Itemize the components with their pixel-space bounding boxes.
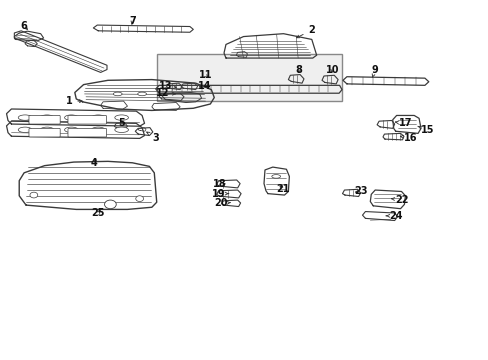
Text: 15: 15 <box>417 125 433 135</box>
Text: 21: 21 <box>275 184 289 194</box>
Text: 4: 4 <box>91 158 98 168</box>
FancyBboxPatch shape <box>68 129 106 137</box>
FancyBboxPatch shape <box>68 116 106 124</box>
Text: 23: 23 <box>353 186 366 197</box>
Circle shape <box>136 196 143 202</box>
Text: 1: 1 <box>65 96 82 106</box>
Ellipse shape <box>40 115 54 120</box>
Text: 22: 22 <box>391 195 407 205</box>
Ellipse shape <box>138 92 146 96</box>
Ellipse shape <box>64 127 78 132</box>
Ellipse shape <box>271 175 280 178</box>
Text: 18: 18 <box>213 179 226 189</box>
Text: 20: 20 <box>214 198 230 208</box>
Text: 24: 24 <box>386 211 402 221</box>
Ellipse shape <box>115 127 128 132</box>
Text: 7: 7 <box>129 17 136 27</box>
Ellipse shape <box>18 115 32 120</box>
Text: 17: 17 <box>395 118 411 128</box>
FancyBboxPatch shape <box>157 54 341 101</box>
Text: 6: 6 <box>20 21 27 31</box>
Text: 19: 19 <box>212 189 228 199</box>
Text: 14: 14 <box>197 81 211 91</box>
Text: 11: 11 <box>198 70 212 80</box>
Text: 8: 8 <box>295 64 302 75</box>
Ellipse shape <box>113 92 122 96</box>
Ellipse shape <box>115 115 128 120</box>
Ellipse shape <box>91 115 105 120</box>
Text: 16: 16 <box>400 133 416 143</box>
Ellipse shape <box>64 115 78 120</box>
Text: 13: 13 <box>159 81 176 91</box>
Ellipse shape <box>91 127 105 132</box>
Text: 10: 10 <box>325 64 338 75</box>
Text: 3: 3 <box>146 132 159 143</box>
Ellipse shape <box>18 127 32 132</box>
Ellipse shape <box>40 127 54 132</box>
Text: 25: 25 <box>91 208 105 218</box>
FancyBboxPatch shape <box>29 116 60 124</box>
Text: 12: 12 <box>156 88 175 98</box>
Circle shape <box>104 200 116 209</box>
FancyBboxPatch shape <box>29 129 60 137</box>
Circle shape <box>30 192 38 198</box>
Text: 5: 5 <box>118 118 125 128</box>
Text: 9: 9 <box>371 64 378 77</box>
Text: 2: 2 <box>296 25 315 38</box>
